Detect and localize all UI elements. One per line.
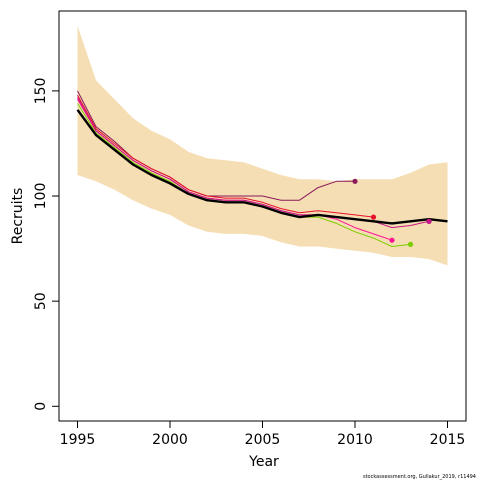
series-line-2 <box>77 90 355 201</box>
series-line-3 <box>77 94 374 218</box>
x-tick-label: 1995 <box>60 432 96 448</box>
y-axis-title: Recruits <box>10 188 26 245</box>
series-end-point-4 <box>389 237 395 243</box>
y-axis: 0 50 100 150 <box>33 78 59 411</box>
y-tick-label: 50 <box>33 292 49 310</box>
x-tick-label: 2010 <box>337 432 373 448</box>
series-end-point-5 <box>407 241 414 247</box>
y-tick-label: 150 <box>33 78 49 105</box>
x-tick-label: 2005 <box>245 432 281 448</box>
series-end-point-2 <box>352 178 358 184</box>
series-lines <box>76 90 448 247</box>
y-tick-label: 100 <box>33 183 49 210</box>
series-end-point-3 <box>370 214 377 220</box>
series-end-points <box>352 178 432 247</box>
credit-text: stockassessment.org, Gullakur_2019, r114… <box>363 474 476 480</box>
series-line-1 <box>76 109 448 225</box>
y-tick-label: 0 <box>33 402 49 411</box>
x-tick-label: 2015 <box>430 432 466 448</box>
x-tick-label: 2000 <box>152 432 188 448</box>
x-axis: 1995 2000 2005 2010 2015 <box>60 421 466 448</box>
series-end-point-6 <box>426 218 432 224</box>
confidence-band <box>77 25 448 266</box>
confidence-band-area <box>77 25 448 266</box>
x-axis-title: Year <box>248 454 279 470</box>
